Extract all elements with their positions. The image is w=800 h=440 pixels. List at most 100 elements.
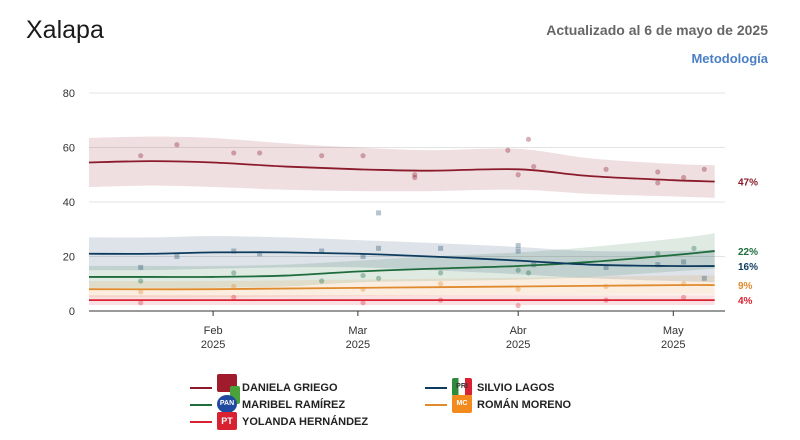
poll-point-maribel-ramirez <box>515 267 521 273</box>
legend-label: DANIELA GRIEGO <box>242 382 338 394</box>
poll-point-daniela-griego <box>360 153 366 159</box>
x-tick-year: 2025 <box>661 339 685 351</box>
trend-lines <box>88 160 715 302</box>
poll-point-silvio-lagos <box>438 245 444 251</box>
poll-point-maribel-ramirez <box>525 270 532 276</box>
end-labels: 47% 22% 16% 9% 4% <box>738 178 758 308</box>
trend-line-daniela-griego <box>88 160 715 183</box>
poll-point-daniela-griego <box>412 172 418 178</box>
poll-points <box>138 136 707 309</box>
legend-line <box>190 404 212 406</box>
x-tick-month: Abr <box>510 325 527 337</box>
poll-point-yolanda-hernandez <box>360 300 366 306</box>
poll-point-yolanda-hernandez <box>138 300 144 306</box>
poll-point-roman-moreno <box>515 286 521 292</box>
band-daniela-griego <box>89 136 715 198</box>
poll-point-daniela-griego <box>319 153 325 159</box>
mc-logo-icon: MC <box>452 395 472 413</box>
end-label-silvio-lagos: 16% <box>738 262 758 273</box>
poll-point-daniela-griego <box>505 147 511 153</box>
methodology-link[interactable]: Metodología <box>691 51 768 66</box>
poll-point-maribel-ramirez <box>360 272 366 279</box>
poll-point-silvio-lagos <box>515 243 521 249</box>
y-tick-label: 40 <box>63 197 75 209</box>
page-title: Xalapa <box>26 16 104 44</box>
poll-point-roman-moreno <box>138 289 144 295</box>
x-tick-month: Mar <box>348 325 367 337</box>
band-roman-moreno <box>89 275 715 298</box>
pri-logo-icon: PRI <box>452 378 472 396</box>
end-label-daniela-griego: 47% <box>738 178 758 189</box>
poll-point-roman-moreno <box>438 281 444 287</box>
poll-point-silvio-lagos <box>376 210 382 216</box>
trend-line-roman-moreno <box>88 284 715 291</box>
poll-point-daniela-griego <box>531 163 537 170</box>
poll-point-maribel-ramirez <box>319 278 325 284</box>
poll-point-daniela-griego <box>138 153 144 159</box>
pan-logo-icon: PAN <box>217 395 237 413</box>
x-tick-year: 2025 <box>201 339 225 351</box>
poll-point-maribel-ramirez <box>691 245 697 251</box>
end-label-roman-moreno: 9% <box>738 281 753 292</box>
poll-point-maribel-ramirez <box>438 270 444 276</box>
poll-point-silvio-lagos <box>138 264 144 270</box>
legend-line <box>425 404 447 406</box>
chart-axes: 0 20 40 60 80 Feb 2025 Mar 2025 Abr 2025 May 2025 <box>63 88 686 351</box>
end-label-maribel-ramirez: 22% <box>738 247 758 258</box>
poll-point-yolanda-hernandez <box>515 302 521 309</box>
poll-point-daniela-griego <box>655 169 661 175</box>
legend-line <box>425 387 447 389</box>
poll-point-yolanda-hernandez <box>681 294 687 300</box>
poll-point-daniela-griego <box>257 150 263 156</box>
poll-point-daniela-griego <box>701 166 707 172</box>
band-maribel-ramirez <box>89 233 715 288</box>
y-tick-label: 80 <box>63 88 75 100</box>
poll-point-daniela-griego <box>655 180 661 186</box>
poll-point-daniela-griego <box>525 136 532 142</box>
poll-point-daniela-griego <box>412 174 418 181</box>
poll-point-silvio-lagos <box>231 248 237 254</box>
poll-point-silvio-lagos <box>515 248 521 254</box>
poll-point-daniela-griego <box>603 166 609 172</box>
pvem-logo-icon <box>230 386 240 404</box>
y-tick-label: 60 <box>63 143 75 155</box>
poll-point-daniela-griego <box>231 150 237 156</box>
poll-point-maribel-ramirez <box>375 275 382 281</box>
poll-point-silvio-lagos <box>360 254 366 259</box>
x-tick-month: Feb <box>204 325 223 337</box>
legend-line <box>190 421 212 423</box>
legend-line <box>190 387 212 389</box>
y-tick-label: 0 <box>69 306 75 318</box>
pt-logo-icon: PT <box>217 412 237 430</box>
poll-point-silvio-lagos <box>174 254 180 259</box>
poll-point-maribel-ramirez <box>138 278 144 284</box>
y-tick-label: 20 <box>63 252 75 264</box>
x-tick-year: 2025 <box>506 339 530 351</box>
poll-point-roman-moreno <box>231 283 237 290</box>
poll-point-yolanda-hernandez <box>231 294 237 300</box>
poll-point-silvio-lagos <box>319 248 325 254</box>
trend-line-maribel-ramirez <box>89 250 715 278</box>
poll-point-silvio-lagos <box>376 245 382 251</box>
legend-label: ROMÁN MORENO <box>477 399 572 411</box>
legend-label: YOLANDA HERNÁNDEZ <box>242 416 369 428</box>
end-label-yolanda-hernandez: 4% <box>738 296 753 307</box>
poll-point-maribel-ramirez <box>655 251 661 257</box>
x-tick-year: 2025 <box>346 339 370 351</box>
poll-chart: 0 20 40 60 80 Feb 2025 Mar 2025 Abr 2025 May 2025 47… <box>63 88 758 351</box>
chart-grid <box>89 92 725 312</box>
x-tick-month: May <box>663 325 684 337</box>
updated-date: Actualizado al 6 de mayo de 2025 <box>546 22 768 38</box>
legend-label: MARIBEL RAMÍREZ <box>242 399 346 411</box>
poll-point-silvio-lagos <box>701 275 707 281</box>
trend-line-silvio-lagos <box>88 251 715 268</box>
legend-label: SILVIO LAGOS <box>477 382 555 394</box>
poll-point-daniela-griego <box>681 174 687 181</box>
poll-point-silvio-lagos <box>603 264 609 270</box>
poll-point-daniela-griego <box>515 172 521 178</box>
poll-point-silvio-lagos <box>681 259 687 265</box>
poll-point-maribel-ramirez <box>231 270 237 276</box>
poll-point-daniela-griego <box>174 142 180 148</box>
band-silvio-lagos <box>89 236 715 283</box>
poll-point-silvio-lagos <box>257 251 263 257</box>
